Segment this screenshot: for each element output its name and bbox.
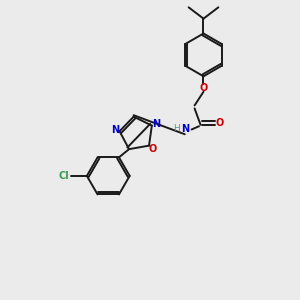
Text: N: N	[152, 119, 160, 129]
Text: Cl: Cl	[58, 171, 69, 181]
Text: O: O	[148, 144, 157, 154]
Text: N: N	[111, 125, 119, 135]
Text: N: N	[181, 124, 189, 134]
Text: H: H	[173, 124, 180, 134]
Text: O: O	[216, 118, 224, 128]
Text: O: O	[200, 82, 208, 93]
